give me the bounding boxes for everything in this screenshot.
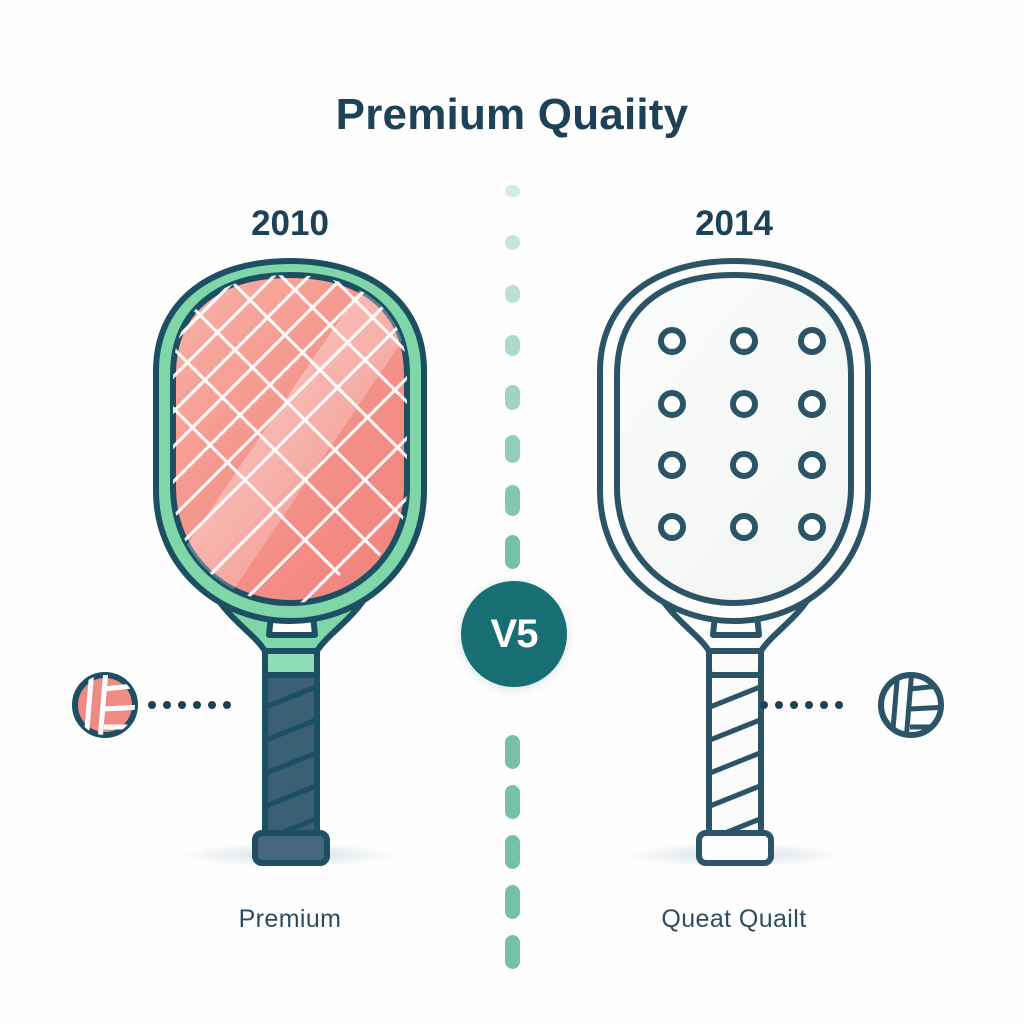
paddle-left[interactable]: [140, 255, 440, 885]
paddle-hole: [730, 327, 758, 355]
paddle-left-butt-cap: [252, 830, 330, 866]
dotted-connector-left: [148, 701, 231, 709]
paddle-left-graphic: [153, 258, 427, 868]
paddle-hole: [798, 327, 826, 355]
paddle-right-graphic: [597, 258, 871, 868]
divider-dot: [505, 835, 520, 869]
paddle-hole: [798, 451, 826, 479]
paddle-right-face: [614, 272, 854, 606]
divider-dot: [505, 785, 520, 819]
paddle-right-butt-cap: [696, 830, 774, 866]
paddle-hole: [658, 390, 686, 418]
paddle-hole: [658, 513, 686, 541]
ball-left-stripes: [83, 675, 135, 735]
divider-dot: [505, 735, 520, 769]
paddle-hole: [658, 451, 686, 479]
ball-right-stripes: [889, 675, 941, 735]
paddle-hole: [730, 513, 758, 541]
paddle-right-hole-grid: [658, 327, 826, 541]
vertical-dotted-divider: [505, 185, 521, 985]
divider-dot: [505, 435, 520, 463]
paddle-hole: [730, 451, 758, 479]
divider-dot: [505, 535, 520, 569]
ball-group-left: [60, 655, 240, 760]
version-badge[interactable]: V5: [461, 581, 567, 687]
divider-dot: [505, 235, 520, 251]
year-label-right: 2014: [695, 204, 773, 243]
ball-right-graphic: [760, 672, 944, 738]
page-title: Premium Quaiity: [335, 90, 689, 139]
version-badge-label: V5: [490, 612, 539, 656]
paddle-hole: [730, 390, 758, 418]
ball-left-graphic: [72, 672, 231, 738]
divider-dot: [505, 285, 520, 304]
divider-dot: [505, 935, 520, 969]
paddle-hole: [798, 513, 826, 541]
dotted-connector-right: [760, 701, 843, 709]
paddle-right[interactable]: [584, 255, 884, 885]
divider-dot: [505, 885, 520, 919]
paddle-hole: [658, 327, 686, 355]
ball-group-right: [756, 655, 956, 760]
divider-dot: [505, 385, 520, 410]
divider-dot: [505, 335, 520, 357]
year-label-left: 2010: [251, 204, 329, 243]
divider-dot: [505, 185, 520, 197]
paddle-hole: [798, 390, 826, 418]
divider-dot: [505, 485, 520, 516]
caption-left: Premium: [238, 905, 342, 933]
paddle-left-gloss: [180, 275, 407, 595]
caption-right: Queat Quailt: [661, 905, 807, 933]
paddle-left-handle: [252, 644, 330, 866]
